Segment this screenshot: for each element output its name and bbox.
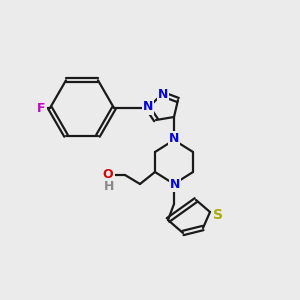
Text: O: O	[103, 169, 113, 182]
Text: H: H	[104, 181, 114, 194]
Text: N: N	[169, 133, 179, 146]
Text: F: F	[37, 101, 45, 115]
Text: S: S	[213, 208, 223, 222]
Text: N: N	[170, 178, 180, 190]
Text: N: N	[158, 88, 168, 100]
Text: N: N	[143, 100, 153, 113]
